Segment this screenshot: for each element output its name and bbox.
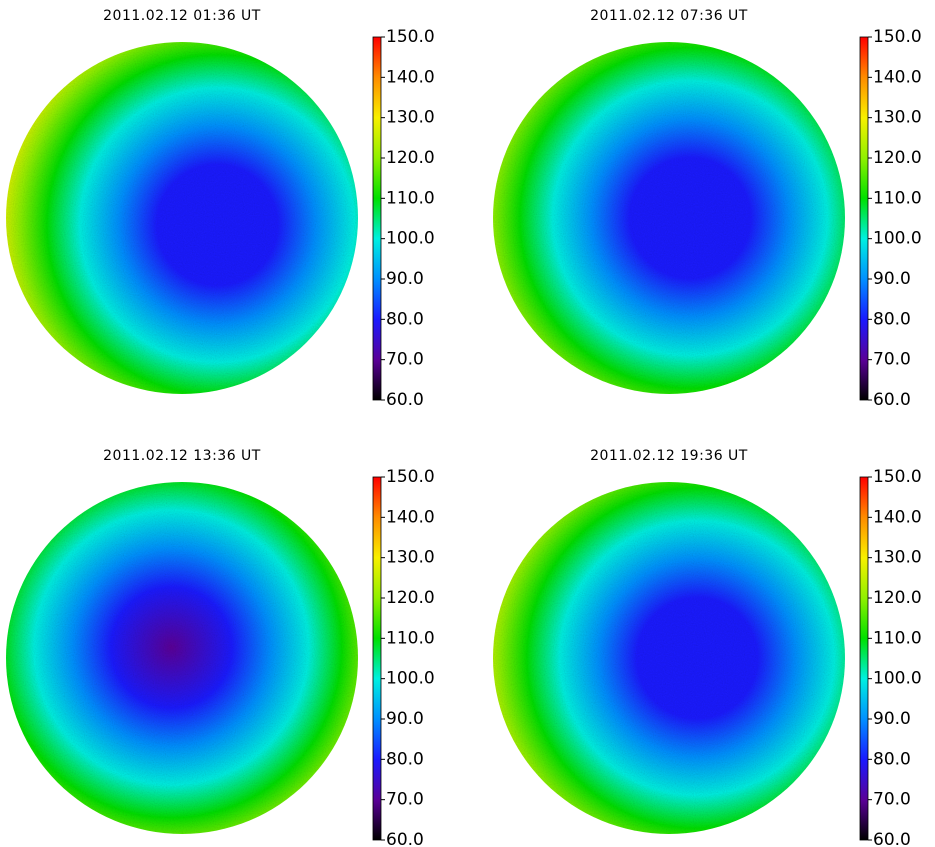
colorbar-tick-label: 110.0 xyxy=(386,628,435,648)
colorbar-tick-label: 120.0 xyxy=(386,148,435,168)
colorbar-tick-label: 60.0 xyxy=(873,390,911,410)
colorbar-tick-label: 130.0 xyxy=(873,548,922,568)
panel-title: 2011.02.12 19:36 UT xyxy=(590,448,748,464)
disk-texture xyxy=(6,42,358,394)
colorbar-tick-label: 150.0 xyxy=(386,467,435,487)
colorbar-tick-label: 110.0 xyxy=(873,188,922,208)
colorbar-tick-label: 130.0 xyxy=(386,548,435,568)
colorbar-tick-label: 70.0 xyxy=(386,790,424,810)
colorbar-tick-label: 110.0 xyxy=(873,628,922,648)
colorbar-tick-label: 80.0 xyxy=(386,749,424,769)
colorbar xyxy=(859,36,869,401)
disk-texture xyxy=(6,482,358,834)
colorbar-tick-label: 120.0 xyxy=(873,588,922,608)
panel-title: 2011.02.12 07:36 UT xyxy=(590,8,748,24)
colorbar-tick-label: 140.0 xyxy=(873,507,922,527)
colorbar-tick-label: 90.0 xyxy=(873,709,911,729)
colorbar-tick-label: 60.0 xyxy=(386,830,424,847)
colorbar-tick-label: 100.0 xyxy=(873,669,922,689)
colorbar-tick-label: 150.0 xyxy=(873,27,922,47)
colorbar-tick-label: 150.0 xyxy=(386,27,435,47)
colorbar-tick-label: 60.0 xyxy=(873,830,911,847)
colorbar-tick-label: 80.0 xyxy=(873,749,911,769)
colorbar-tick-label: 80.0 xyxy=(873,309,911,329)
colorbar xyxy=(859,476,869,841)
colorbar-tick-label: 140.0 xyxy=(386,67,435,87)
disk-texture xyxy=(493,482,845,834)
colorbar-tick-label: 100.0 xyxy=(386,669,435,689)
colorbar-tick-label: 140.0 xyxy=(873,67,922,87)
colorbar-tick-label: 90.0 xyxy=(873,269,911,289)
colorbar-tick-label: 90.0 xyxy=(386,709,424,729)
colorbar-tick-label: 110.0 xyxy=(386,188,435,208)
colorbar-tick-label: 70.0 xyxy=(873,790,911,810)
colorbar-tick-label: 120.0 xyxy=(386,588,435,608)
colorbar xyxy=(372,36,382,401)
colorbar-tick-label: 70.0 xyxy=(386,350,424,370)
panel-title: 2011.02.12 01:36 UT xyxy=(103,8,261,24)
colorbar-tick-label: 70.0 xyxy=(873,350,911,370)
colorbar-tick-label: 130.0 xyxy=(873,108,922,128)
colorbar-tick-label: 100.0 xyxy=(873,229,922,249)
colorbar-tick-label: 150.0 xyxy=(873,467,922,487)
colorbar-tick-label: 140.0 xyxy=(386,507,435,527)
disk-texture xyxy=(493,42,845,394)
panel-title: 2011.02.12 13:36 UT xyxy=(103,448,261,464)
colorbar-tick-label: 100.0 xyxy=(386,229,435,249)
colorbar-tick-label: 90.0 xyxy=(386,269,424,289)
colorbar-tick-label: 80.0 xyxy=(386,309,424,329)
colorbar xyxy=(372,476,382,841)
colorbar-tick-label: 120.0 xyxy=(873,148,922,168)
colorbar-tick-label: 130.0 xyxy=(386,108,435,128)
colorbar-tick-label: 60.0 xyxy=(386,390,424,410)
